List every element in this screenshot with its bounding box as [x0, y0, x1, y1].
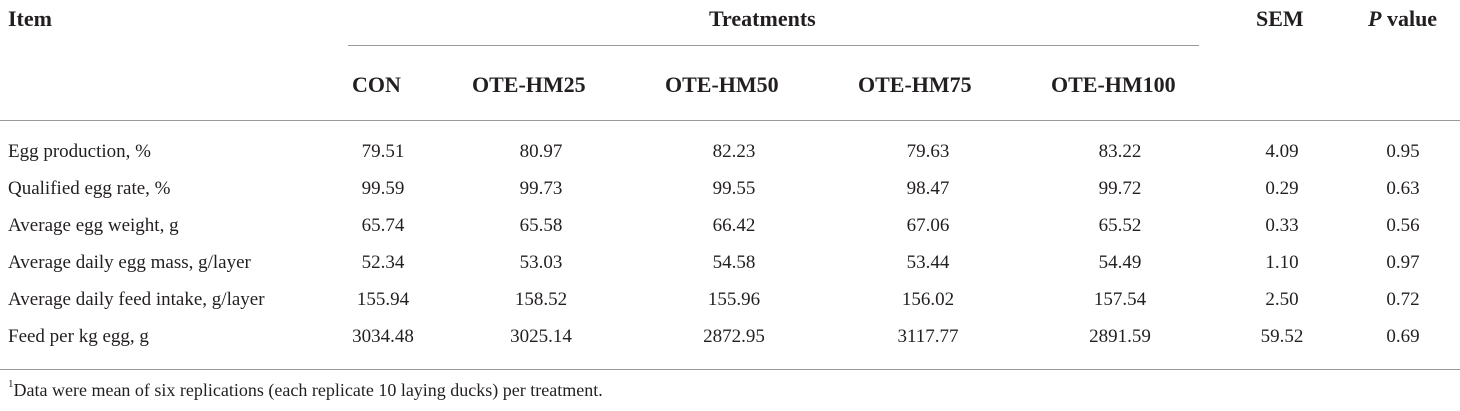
treatment-value: 3117.77	[897, 325, 959, 347]
treatment-value: 99.55	[712, 177, 756, 199]
treatment-value: 66.42	[712, 214, 756, 236]
treatment-value: 65.74	[361, 214, 405, 236]
treatments-rule	[348, 45, 1199, 46]
treatment-value: 67.06	[906, 214, 950, 236]
p-value: 0.72	[1386, 288, 1420, 310]
header-sem: SEM	[1256, 6, 1304, 31]
row-label: Average egg weight, g	[8, 214, 179, 236]
treatment-value: 52.34	[361, 251, 405, 273]
header-item: Item	[8, 6, 52, 31]
treatment-value: 157.54	[1093, 288, 1147, 310]
column-header-ote-hm100: OTE-HM100	[1051, 72, 1176, 97]
p-value: 0.63	[1386, 177, 1420, 199]
treatment-value: 53.03	[519, 251, 563, 273]
table-row: Average daily egg mass, g/layer 52.34 53.0…	[0, 244, 1460, 281]
table-row: Average daily feed intake, g/layer 155.94…	[0, 281, 1460, 318]
table-row: Feed per kg egg, g 3034.48 3025.14 2872.95 3…	[0, 318, 1460, 355]
header-treatments: Treatments	[709, 6, 816, 31]
treatment-value: 3034.48	[352, 325, 414, 347]
treatment-value: 99.59	[361, 177, 405, 199]
treatment-value: 79.63	[906, 140, 950, 162]
treatment-value: 79.51	[361, 140, 405, 162]
footnote-marker: 1	[8, 378, 14, 390]
header-p-value: P value	[1368, 6, 1437, 32]
sem-value: 2.50	[1265, 288, 1299, 310]
row-label: Feed per kg egg, g	[8, 325, 149, 347]
column-header-ote-hm75: OTE-HM75	[858, 72, 972, 97]
header-p-italic: P	[1368, 6, 1382, 31]
footnote-text: Data were mean of six replications (each…	[13, 380, 603, 400]
table-row: Average egg weight, g 65.74 65.58 66.42 67.0…	[0, 207, 1460, 244]
header-p-rest: value	[1381, 6, 1438, 31]
table-row: Qualified egg rate, % 99.59 99.73 99.55 98.4…	[0, 170, 1460, 207]
footnote: 1Data were mean of six replications (eac…	[8, 378, 603, 401]
column-header-ote-hm25: OTE-HM25	[472, 72, 586, 97]
treatment-value: 80.97	[519, 140, 563, 162]
sem-value: 59.52	[1260, 325, 1304, 347]
treatment-value: 82.23	[712, 140, 756, 162]
treatment-value: 99.73	[519, 177, 563, 199]
sem-value: 1.10	[1265, 251, 1299, 273]
sem-value: 4.09	[1265, 140, 1299, 162]
p-value: 0.69	[1386, 325, 1420, 347]
treatment-value: 65.58	[519, 214, 563, 236]
data-table: Egg production, % 79.51 80.97 82.23 79.63 83.…	[0, 133, 1460, 355]
treatment-value: 54.58	[712, 251, 756, 273]
treatment-value: 158.52	[514, 288, 568, 310]
treatment-value: 99.72	[1098, 177, 1142, 199]
treatment-value: 155.96	[707, 288, 761, 310]
table-bottom-rule	[0, 369, 1460, 370]
p-value: 0.95	[1386, 140, 1420, 162]
header-bottom-rule	[0, 120, 1460, 121]
row-label: Egg production, %	[8, 140, 152, 162]
treatment-value: 155.94	[356, 288, 410, 310]
treatment-value: 98.47	[906, 177, 950, 199]
row-label: Average daily feed intake, g/layer	[8, 288, 265, 310]
treatment-value: 83.22	[1098, 140, 1142, 162]
treatment-value: 65.52	[1098, 214, 1142, 236]
treatment-value: 53.44	[906, 251, 950, 273]
table-row: Egg production, % 79.51 80.97 82.23 79.63 83.…	[0, 133, 1460, 170]
treatment-value: 54.49	[1098, 251, 1142, 273]
treatment-value: 2872.95	[703, 325, 765, 347]
sem-value: 0.29	[1265, 177, 1299, 199]
p-value: 0.97	[1386, 251, 1420, 273]
row-label: Average daily egg mass, g/layer	[8, 251, 251, 273]
treatment-value: 3025.14	[510, 325, 572, 347]
column-header-con: CON	[352, 72, 401, 97]
sem-value: 0.33	[1265, 214, 1299, 236]
p-value: 0.56	[1386, 214, 1420, 236]
treatment-value: 2891.59	[1089, 325, 1151, 347]
row-label: Qualified egg rate, %	[8, 177, 171, 199]
treatment-value: 156.02	[901, 288, 955, 310]
column-header-ote-hm50: OTE-HM50	[665, 72, 779, 97]
